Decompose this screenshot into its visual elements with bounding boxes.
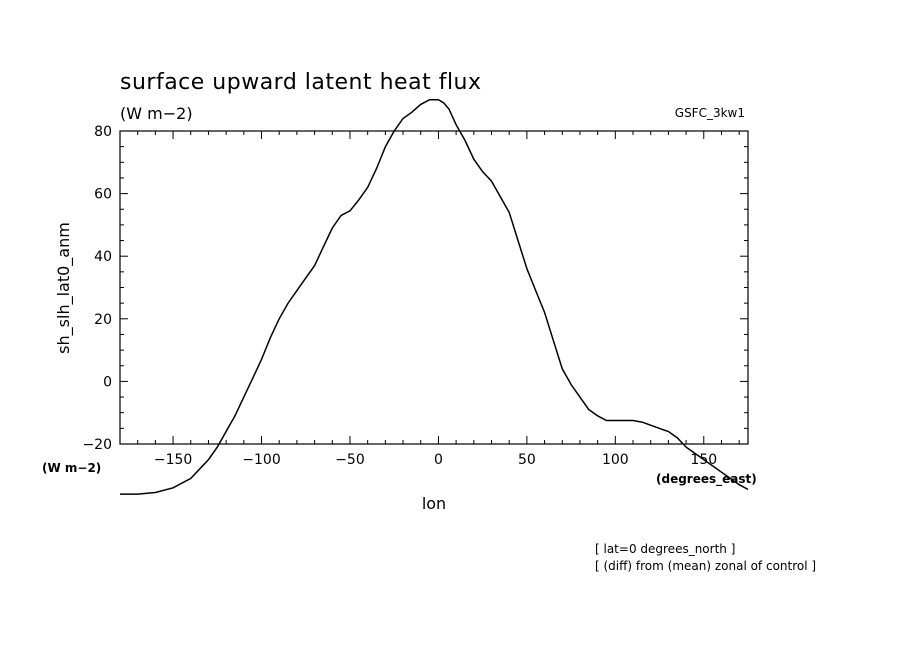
x-tick-label: 50 (518, 452, 536, 468)
axis-ticks (120, 130, 748, 445)
run-label: GSFC_3kw1 (675, 106, 745, 120)
y-tick-label: 0 (103, 374, 112, 390)
x-axis-label: lon (422, 494, 446, 513)
x-tick-label: −100 (242, 452, 280, 468)
series-line (120, 98, 749, 495)
note-diff: [ (diff) from (mean) zonal of control ] (595, 559, 816, 573)
x-units-label: (degrees_east) (656, 472, 757, 487)
chart-title: surface upward latent heat flux (120, 70, 482, 95)
note-latitude: [ lat=0 degrees_north ] (595, 542, 735, 556)
y-axis-label: sh_slh_lat0_anm (54, 222, 74, 354)
y-tick-labels: −20 0 20 40 60 80 (82, 124, 112, 453)
x-tick-label: 0 (434, 452, 443, 468)
y-tick-label: 80 (94, 124, 112, 140)
x-tick-label: −50 (335, 452, 365, 468)
x-tick-label: 100 (602, 452, 629, 468)
chart-units: (W m−2) (120, 104, 193, 123)
y-tick-label: 60 (94, 187, 112, 203)
y-tick-label: −20 (82, 437, 112, 453)
y-tick-label: 40 (94, 249, 112, 265)
x-tick-labels: −150 −100 −50 0 50 100 150 (154, 452, 717, 468)
y-units-label: (W m−2) (42, 461, 101, 475)
y-tick-label: 20 (94, 312, 112, 328)
x-tick-label: −150 (154, 452, 192, 468)
plot-frame (119, 130, 749, 445)
